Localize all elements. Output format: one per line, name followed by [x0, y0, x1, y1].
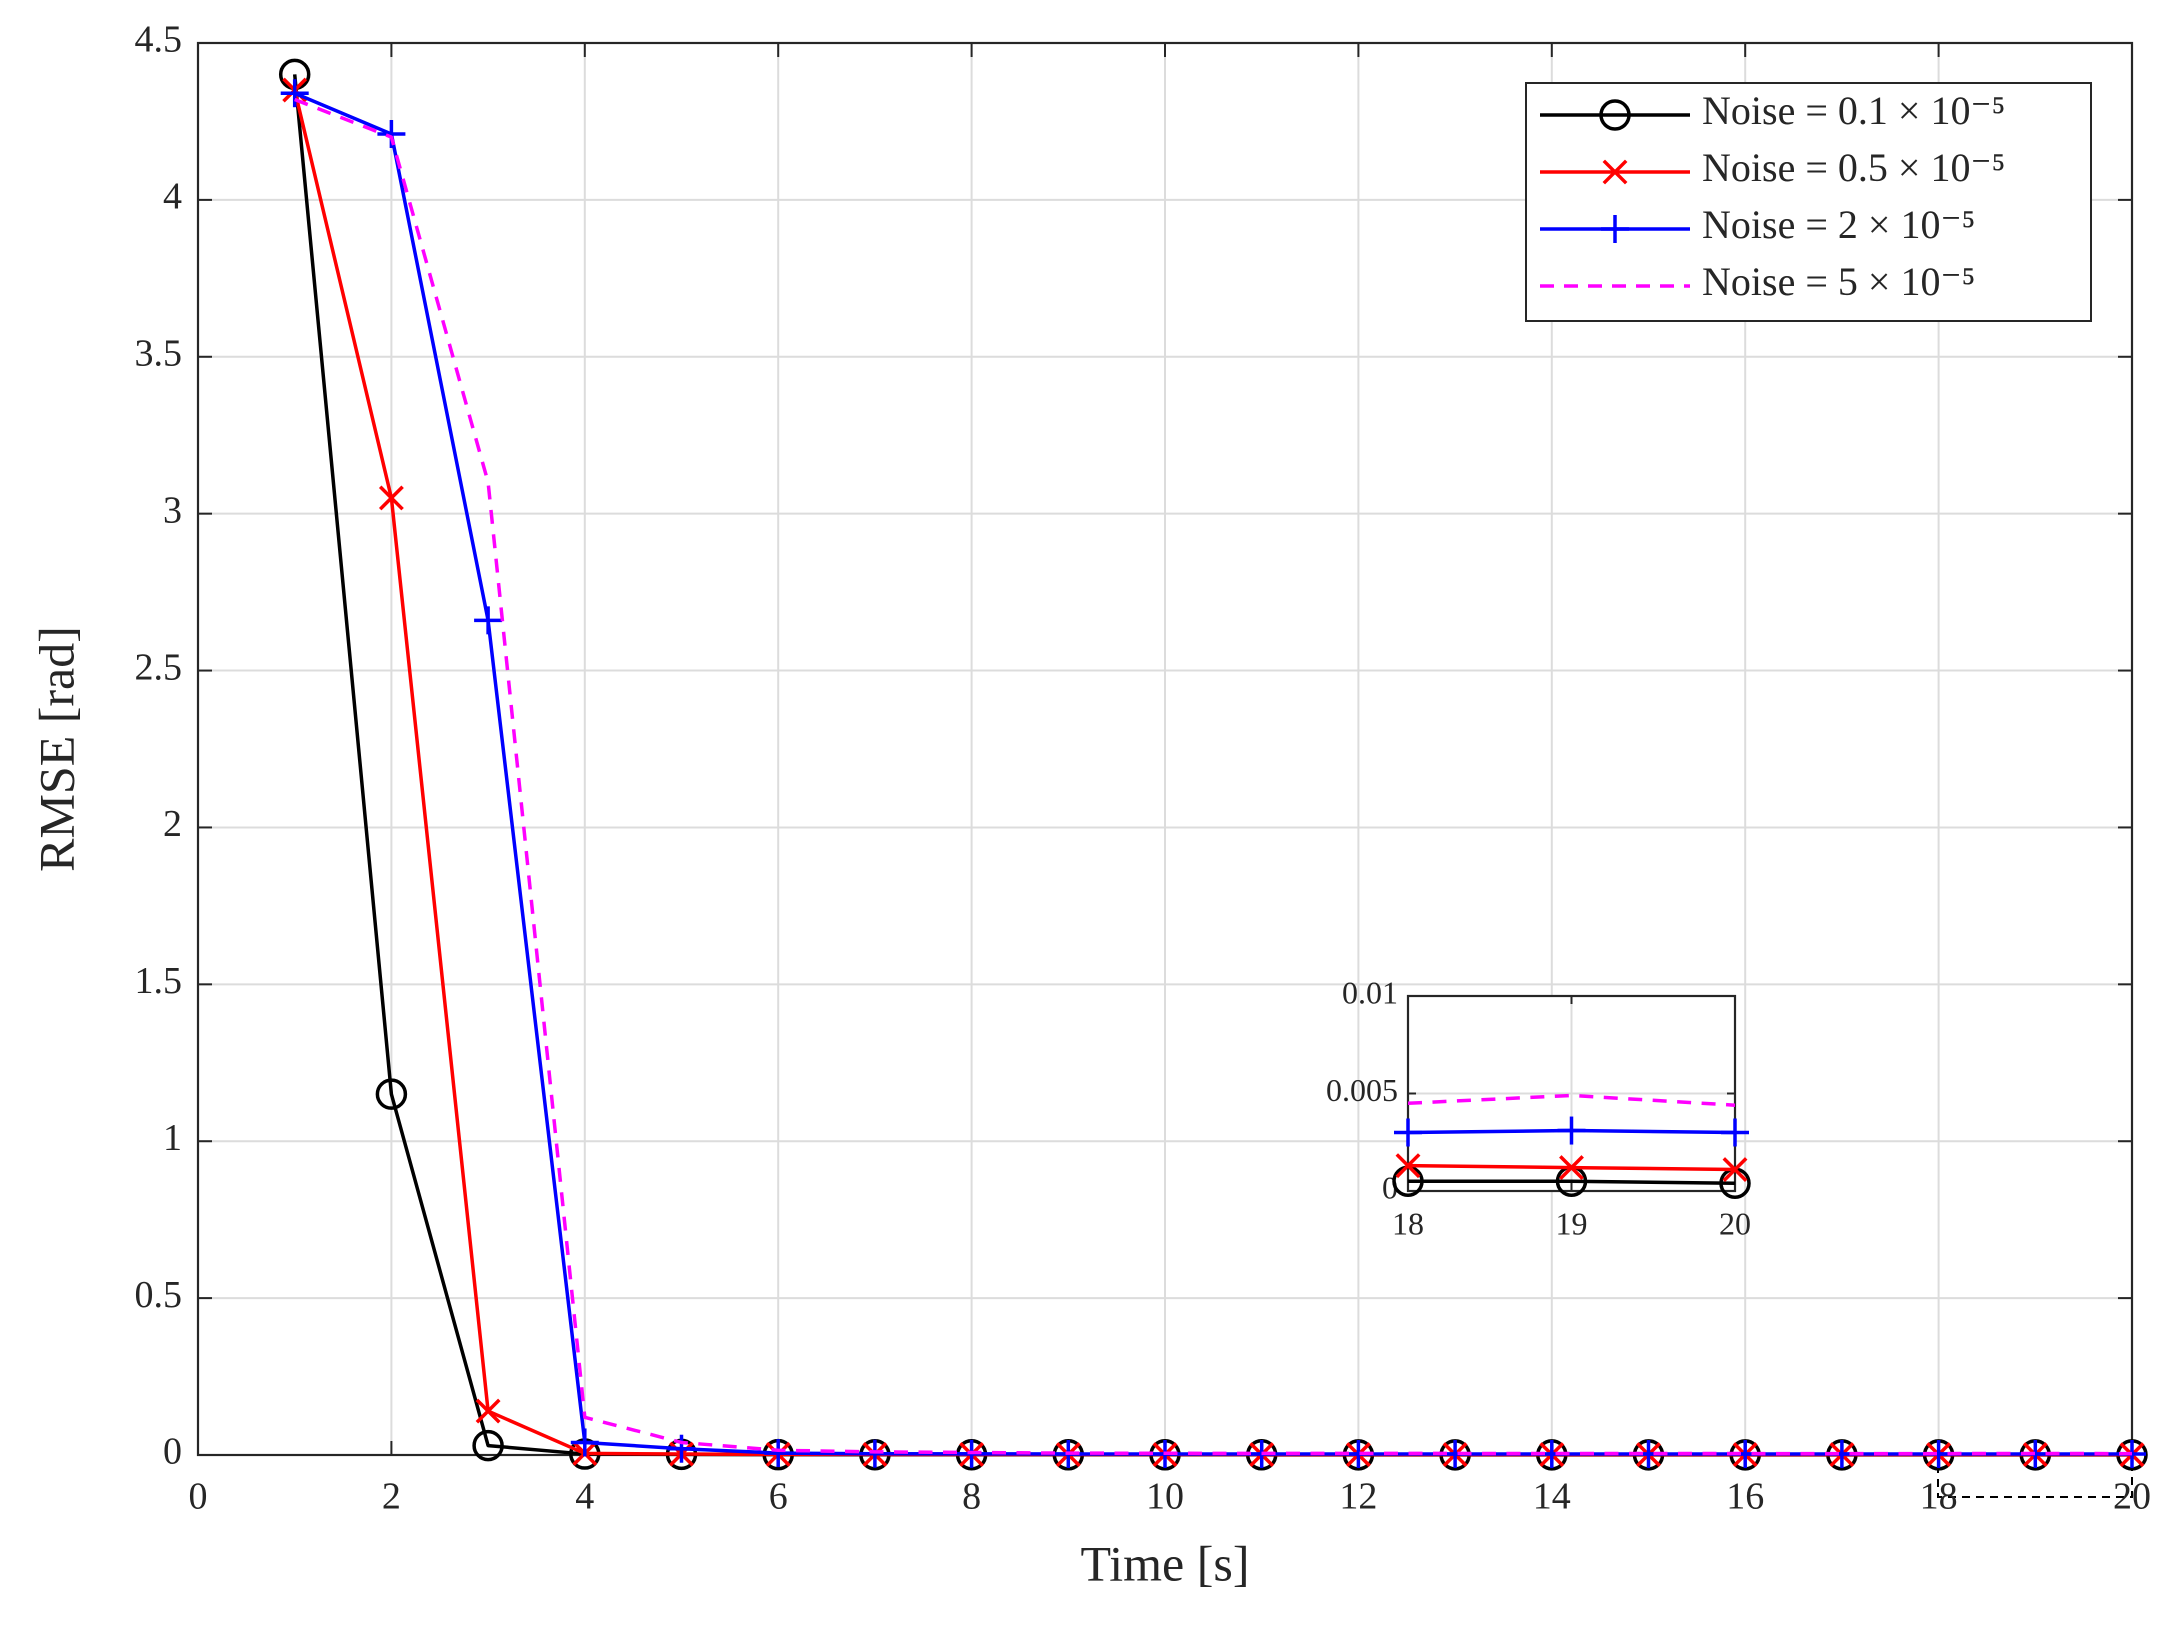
- marker: [472, 1429, 504, 1462]
- x-tick-label: 14: [1533, 1476, 1571, 1518]
- marker-stroke: [1722, 1157, 1748, 1182]
- marker-stroke: [378, 485, 404, 511]
- x-tick-label: 20: [2113, 1476, 2151, 1518]
- marker: [474, 606, 503, 635]
- x-tick-label: 18: [1392, 1205, 1424, 1241]
- marker: [378, 485, 404, 511]
- legend-label: Noise = 5 × 10⁻⁵: [1702, 259, 1976, 304]
- y-tick-label: 0.5: [135, 1274, 183, 1316]
- marker: [1599, 99, 1631, 131]
- marker: [280, 79, 309, 108]
- marker: [1557, 1116, 1586, 1145]
- marker: [764, 1439, 793, 1468]
- legend-label: Noise = 0.5 × 10⁻⁵: [1702, 145, 2006, 190]
- marker: [1395, 1153, 1421, 1179]
- series-line: [1407, 1093, 1736, 1107]
- marker-stroke: [1559, 1155, 1584, 1181]
- y-tick-label: 2.5: [135, 646, 183, 688]
- y-tick-label: 1.5: [135, 960, 183, 1002]
- legend-box: [1525, 82, 2092, 322]
- marker: [860, 1439, 889, 1468]
- x-axis-label: Time [s]: [1080, 1535, 1249, 1591]
- marker: [667, 1434, 696, 1463]
- marker: [375, 1078, 408, 1110]
- x-tick-label: 20: [1719, 1205, 1751, 1241]
- marker: [1559, 1155, 1584, 1181]
- x-tick-label: 6: [769, 1476, 788, 1518]
- marker: [1601, 215, 1629, 243]
- legend-label: Noise = 0.1 × 10⁻⁵: [1702, 88, 2006, 133]
- series-line: [1408, 1179, 1736, 1185]
- marker: [1602, 159, 1628, 185]
- y-tick-label: 0.01: [1342, 974, 1398, 1010]
- y-tick-label: 2: [163, 803, 182, 845]
- marker-stroke: [1602, 159, 1628, 185]
- y-tick-label: 3.5: [135, 332, 183, 374]
- x-tick-label: 12: [1339, 1476, 1377, 1518]
- marker: [1721, 1118, 1749, 1147]
- marker: [475, 1398, 501, 1424]
- x-tick-label: 10: [1146, 1476, 1184, 1518]
- y-tick-label: 1: [163, 1117, 182, 1159]
- y-tick-label: 4: [163, 176, 182, 218]
- x-tick-label: 0: [189, 1476, 208, 1518]
- x-tick-label: 4: [575, 1476, 594, 1518]
- x-tick-label: 8: [962, 1476, 981, 1518]
- series-line: [294, 97, 2133, 1456]
- marker: [1722, 1157, 1748, 1182]
- y-tick-label: 4.5: [135, 19, 183, 61]
- x-tick-label: 18: [1920, 1476, 1958, 1518]
- marker: [570, 1428, 599, 1457]
- y-tick-label: 0: [163, 1431, 182, 1473]
- x-tick-label: 19: [1556, 1205, 1588, 1241]
- y-tick-label: 0.005: [1326, 1072, 1398, 1108]
- x-tick-label: 16: [1726, 1476, 1764, 1518]
- y-tick-label: 3: [163, 489, 182, 531]
- axes-box: [1406, 994, 1737, 1193]
- marker: [1394, 1118, 1422, 1147]
- x-tick-label: 2: [382, 1476, 401, 1518]
- marker-stroke: [475, 1398, 501, 1424]
- y-axis-label: RMSE [rad]: [28, 626, 84, 872]
- legend-label: Noise = 2 × 10⁻⁵: [1702, 202, 1976, 247]
- marker-stroke: [1395, 1153, 1421, 1179]
